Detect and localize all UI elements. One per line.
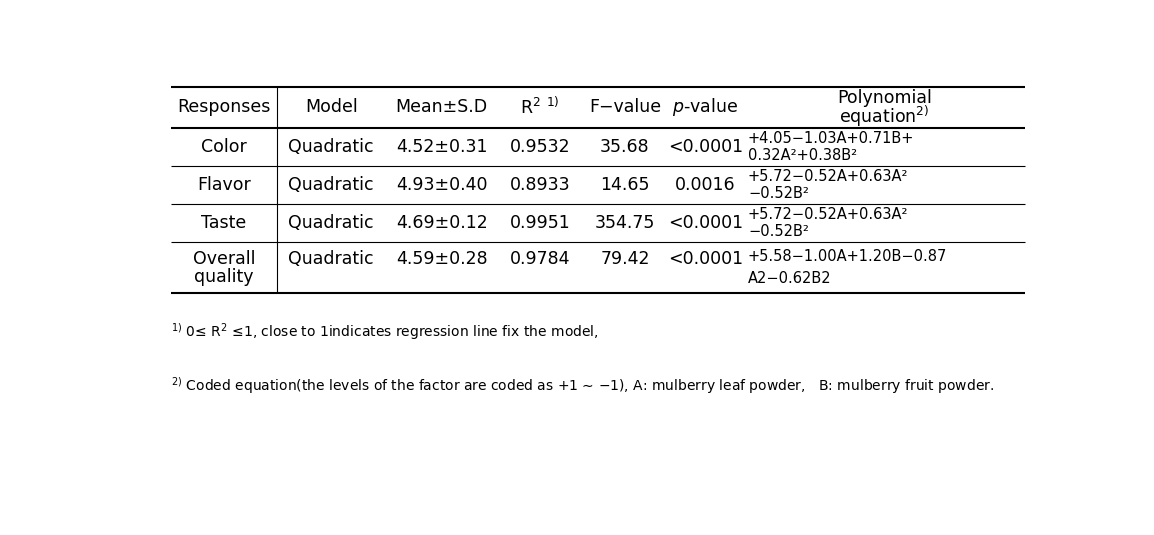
Text: 0.32A²+0.38B²: 0.32A²+0.38B² [748,148,857,163]
Text: 4.69±0.12: 4.69±0.12 [396,215,487,232]
Text: Mean±S.D: Mean±S.D [396,98,488,117]
Text: Responses: Responses [178,98,270,117]
Text: Color: Color [201,138,247,156]
Text: Overall: Overall [193,249,255,268]
Text: Flavor: Flavor [197,176,250,194]
Text: 0.9784: 0.9784 [510,249,570,268]
Text: 354.75: 354.75 [594,215,655,232]
Text: <0.0001: <0.0001 [668,138,743,156]
Text: Model: Model [305,98,358,117]
Text: 35.68: 35.68 [600,138,650,156]
Text: Quadratic: Quadratic [288,176,374,194]
Text: 4.93±0.40: 4.93±0.40 [396,176,487,194]
Text: R$^{2}$ $^{1)}$: R$^{2}$ $^{1)}$ [520,97,560,118]
Text: Taste: Taste [201,215,247,232]
Text: 0.9951: 0.9951 [510,215,570,232]
Text: 0.9532: 0.9532 [510,138,570,156]
Text: +5.58−1.00A+1.20B−0.87: +5.58−1.00A+1.20B−0.87 [748,249,947,264]
Text: +4.05−1.03A+0.71B+: +4.05−1.03A+0.71B+ [748,131,914,146]
Text: +5.72−0.52A+0.63A²: +5.72−0.52A+0.63A² [748,208,908,223]
Text: quality: quality [194,268,254,286]
Text: <0.0001: <0.0001 [668,249,743,268]
Text: +5.72−0.52A+0.63A²: +5.72−0.52A+0.63A² [748,169,908,185]
Text: 0.0016: 0.0016 [675,176,736,194]
Text: 14.65: 14.65 [600,176,650,194]
Text: A2−0.62B2: A2−0.62B2 [748,271,832,286]
Text: equation$^{2)}$: equation$^{2)}$ [839,104,929,129]
Text: −0.52B²: −0.52B² [748,224,809,239]
Text: 79.42: 79.42 [600,249,650,268]
Text: $^{2)}$ Coded equation(the levels of the factor are coded as +1 ∼ −1), A: mulber: $^{2)}$ Coded equation(the levels of the… [171,375,995,396]
Text: $p$-value: $p$-value [673,96,739,118]
Text: 4.59±0.28: 4.59±0.28 [396,249,487,268]
Text: −0.52B²: −0.52B² [748,186,809,201]
Text: 0.8933: 0.8933 [510,176,570,194]
Text: <0.0001: <0.0001 [668,215,743,232]
Text: Quadratic: Quadratic [288,249,374,268]
Text: Polynomial: Polynomial [837,89,931,108]
Text: F−value: F−value [589,98,661,117]
Text: 4.52±0.31: 4.52±0.31 [396,138,487,156]
Text: Quadratic: Quadratic [288,138,374,156]
Text: $^{1)}$ 0≤ R$^{2}$ ≤1, close to 1indicates regression line fix the model,: $^{1)}$ 0≤ R$^{2}$ ≤1, close to 1indicat… [171,322,599,342]
Text: Quadratic: Quadratic [288,215,374,232]
